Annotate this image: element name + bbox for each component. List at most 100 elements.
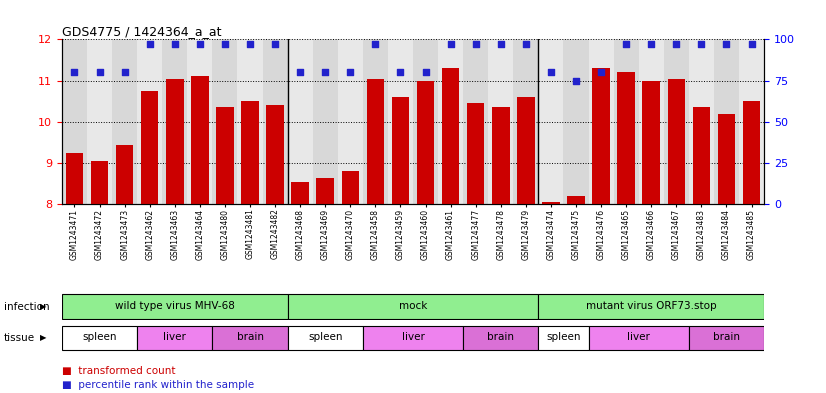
Bar — [212, 39, 238, 204]
Point — [319, 69, 332, 75]
Point — [620, 41, 633, 48]
Bar — [617, 72, 635, 393]
Bar — [718, 114, 735, 393]
Point — [670, 41, 683, 48]
Point — [394, 69, 407, 75]
Point — [93, 69, 107, 75]
Point — [644, 41, 657, 48]
Text: brain: brain — [236, 332, 263, 342]
Text: brain: brain — [713, 332, 740, 342]
Bar — [739, 39, 764, 204]
Point — [745, 41, 758, 48]
Bar — [638, 39, 664, 204]
Bar — [363, 39, 388, 204]
Point — [344, 69, 357, 75]
Bar — [689, 39, 714, 204]
Bar — [689, 325, 764, 351]
Point — [244, 41, 257, 48]
Bar — [438, 39, 463, 204]
Bar — [367, 79, 384, 393]
Point — [268, 41, 282, 48]
Text: GDS4775 / 1424364_a_at: GDS4775 / 1424364_a_at — [62, 25, 221, 38]
Bar — [392, 97, 409, 393]
Bar — [66, 153, 83, 393]
Bar — [664, 39, 689, 204]
Bar — [539, 39, 563, 204]
Text: spleen: spleen — [83, 332, 116, 342]
Bar — [316, 178, 334, 393]
Point — [444, 41, 458, 48]
Text: tissue: tissue — [4, 333, 36, 343]
Bar — [341, 171, 359, 393]
Bar — [513, 39, 539, 204]
Point — [293, 69, 306, 75]
Bar — [116, 145, 134, 393]
Bar — [91, 161, 108, 393]
Point — [494, 41, 507, 48]
Bar — [292, 182, 309, 393]
Bar — [539, 294, 764, 319]
Bar — [263, 39, 287, 204]
Text: spleen: spleen — [308, 332, 343, 342]
Text: infection: infection — [4, 301, 50, 312]
Bar — [413, 39, 438, 204]
Bar — [287, 39, 313, 204]
Bar — [216, 107, 234, 393]
Bar — [643, 81, 660, 393]
Bar — [563, 39, 588, 204]
Bar — [714, 39, 739, 204]
Point — [193, 41, 206, 48]
Bar — [467, 103, 485, 393]
Bar — [287, 325, 363, 351]
Text: ■  transformed count: ■ transformed count — [62, 366, 175, 376]
Text: spleen: spleen — [546, 332, 581, 342]
Bar — [488, 39, 513, 204]
Bar — [492, 107, 510, 393]
Bar — [166, 79, 183, 393]
Point — [695, 41, 708, 48]
Bar — [417, 81, 434, 393]
Bar — [442, 68, 459, 393]
Bar — [463, 325, 539, 351]
Text: ■  percentile rank within the sample: ■ percentile rank within the sample — [62, 380, 254, 390]
Point — [419, 69, 432, 75]
Text: ▶: ▶ — [40, 334, 46, 342]
Text: mutant virus ORF73.stop: mutant virus ORF73.stop — [586, 301, 716, 311]
Point — [719, 41, 733, 48]
Point — [169, 41, 182, 48]
Bar — [463, 39, 488, 204]
Bar — [614, 39, 638, 204]
Bar — [137, 39, 162, 204]
Bar — [191, 76, 209, 393]
Bar — [87, 39, 112, 204]
Text: liver: liver — [401, 332, 425, 342]
Bar — [266, 105, 284, 393]
Bar — [162, 39, 188, 204]
Point — [118, 69, 131, 75]
Bar — [212, 325, 287, 351]
Text: liver: liver — [164, 332, 186, 342]
Bar — [588, 39, 614, 204]
Bar — [188, 39, 212, 204]
Point — [595, 69, 608, 75]
Point — [469, 41, 482, 48]
Bar — [743, 101, 760, 393]
Bar — [388, 39, 413, 204]
Bar — [141, 91, 159, 393]
Bar — [112, 39, 137, 204]
Bar — [363, 325, 463, 351]
Point — [544, 69, 558, 75]
Point — [68, 69, 81, 75]
Bar — [338, 39, 363, 204]
Text: brain: brain — [487, 332, 515, 342]
Point — [218, 41, 231, 48]
Bar — [667, 79, 685, 393]
Text: liver: liver — [627, 332, 650, 342]
Point — [520, 41, 533, 48]
Bar — [137, 325, 212, 351]
Text: ▶: ▶ — [40, 302, 46, 311]
Text: mock: mock — [399, 301, 427, 311]
Bar — [287, 294, 539, 319]
Bar — [592, 68, 610, 393]
Bar — [542, 202, 560, 393]
